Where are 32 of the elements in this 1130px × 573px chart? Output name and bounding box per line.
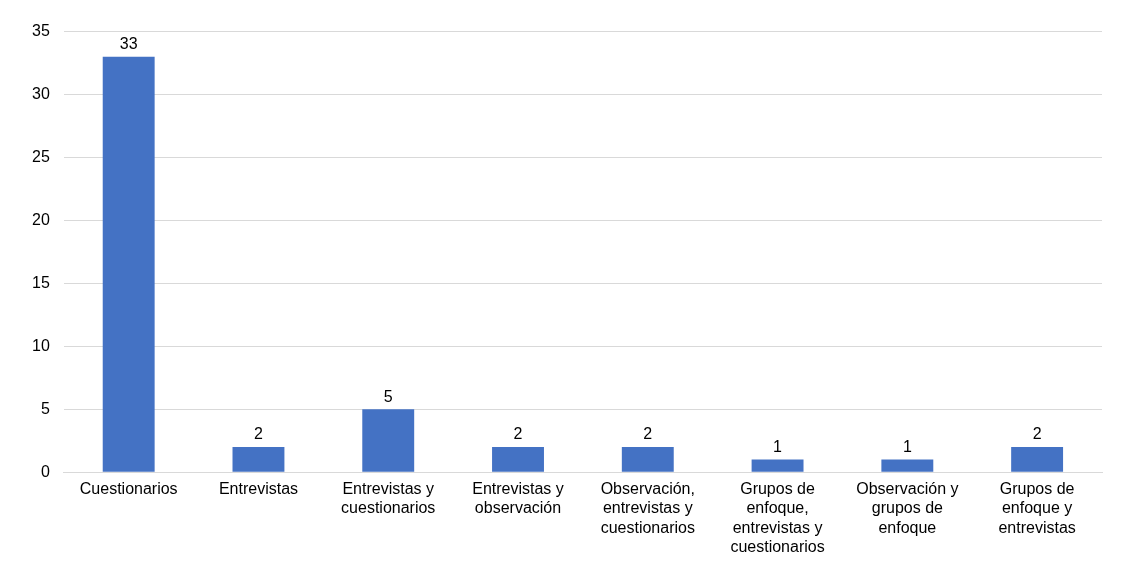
data-label: 2 <box>643 425 653 443</box>
y-tick-label: 15 <box>32 273 50 291</box>
data-label: 1 <box>773 438 783 456</box>
data-label: 33 <box>119 35 138 53</box>
bar <box>1011 447 1064 472</box>
y-tick-label: 30 <box>32 84 50 102</box>
bar <box>492 447 544 472</box>
data-label: 2 <box>513 425 523 443</box>
x-tick-label: Observación y grupos de enfoque <box>856 480 959 536</box>
y-tick-label: 5 <box>40 399 50 417</box>
x-tick-label: Entrevistas y cuestionarios <box>341 480 436 517</box>
y-tick-label: 20 <box>32 210 50 228</box>
data-label: 5 <box>383 387 393 405</box>
x-tick-label: Grupos de enfoque, entrevistas y cuestionarios <box>730 480 825 555</box>
bar <box>881 459 934 472</box>
data-label: 1 <box>902 438 912 456</box>
data-label: 2 <box>254 425 264 443</box>
data-label: 2 <box>1032 425 1042 443</box>
y-tick-label: 35 <box>32 22 50 40</box>
x-tick-label: Entrevistas y observación <box>472 480 564 517</box>
y-tick-label: 0 <box>40 462 50 480</box>
y-tick-label: 25 <box>32 147 50 165</box>
bar <box>362 409 415 472</box>
x-tick-label: Observación, entrevistas y cuestionarios <box>600 480 695 536</box>
x-tick-label: Entrevistas <box>218 480 299 498</box>
bar <box>751 459 804 472</box>
bar <box>621 447 674 472</box>
y-tick-label: 10 <box>32 336 50 354</box>
x-tick-label: Cuestionarios <box>79 480 178 498</box>
bar <box>232 447 285 472</box>
x-tick-label: Grupos de enfoque y entrevistas <box>998 480 1076 536</box>
bar <box>102 56 155 472</box>
